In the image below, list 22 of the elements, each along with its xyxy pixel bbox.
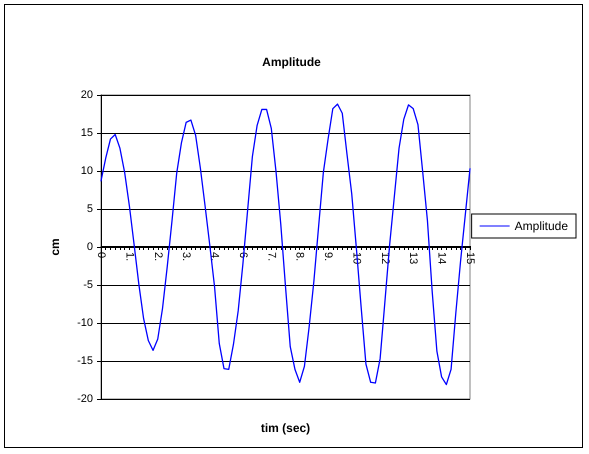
y-tick-label: 20 bbox=[80, 89, 93, 101]
x-tick-label: 15 bbox=[464, 252, 476, 264]
y-tick-label: 15 bbox=[80, 127, 93, 139]
x-tick-label: 3. bbox=[180, 252, 192, 262]
x-tick-label: 4. bbox=[208, 252, 221, 262]
y-tick-label: 10 bbox=[80, 165, 93, 177]
y-tick-label: -10 bbox=[77, 317, 93, 329]
y-tick-label: 5 bbox=[86, 203, 93, 215]
x-tick-label: 14 bbox=[436, 252, 448, 264]
legend-label: Amplitude bbox=[514, 219, 568, 233]
x-tick-label: 13 bbox=[407, 252, 420, 264]
y-tick-label: -15 bbox=[77, 355, 93, 367]
x-tick-label: 7. bbox=[265, 252, 278, 262]
x-tick-label: 9. bbox=[322, 252, 334, 262]
x-tick-label: 2. bbox=[152, 252, 164, 262]
chart-title: Amplitude bbox=[262, 55, 322, 69]
x-axis-title: tim (sec) bbox=[260, 421, 310, 435]
x-tick-label: 1. bbox=[123, 252, 136, 262]
y-axis-title: cm bbox=[48, 238, 62, 256]
y-tick-label: -5 bbox=[83, 279, 93, 291]
x-tick-label: 8. bbox=[294, 252, 306, 262]
y-tick-label: -20 bbox=[77, 393, 93, 405]
